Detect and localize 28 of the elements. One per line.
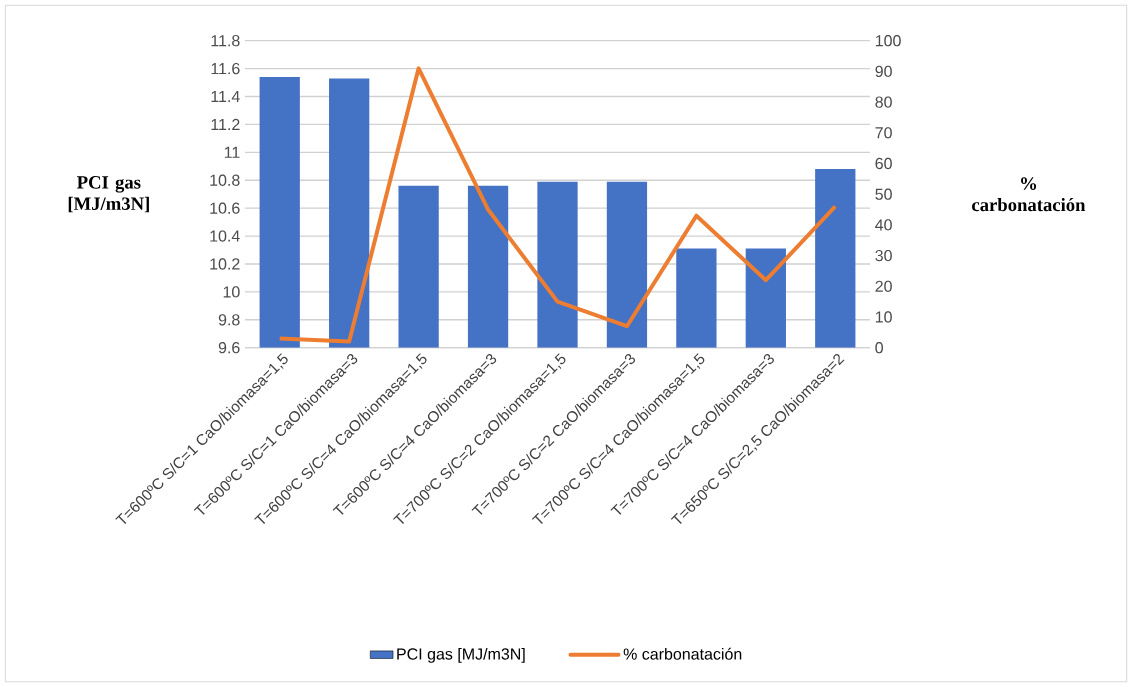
y-tick-label: 11.4 bbox=[211, 91, 240, 103]
y-tick-label: 11.2 bbox=[211, 118, 240, 131]
y-tick-label: 10.6 bbox=[210, 202, 240, 214]
y2-tick-label: 10 bbox=[875, 311, 892, 323]
y2-tick-label: 90 bbox=[875, 65, 892, 78]
line-series bbox=[277, 66, 838, 344]
y-tick-label: 10.8 bbox=[210, 174, 240, 186]
y2-tick-label: 40 bbox=[875, 219, 892, 231]
y-tick-label: 9.8 bbox=[218, 314, 240, 326]
y-tick-label: 11 bbox=[224, 146, 240, 158]
y2-tick-label: 80 bbox=[875, 96, 892, 108]
y2-tick-label: 30 bbox=[875, 249, 892, 262]
y-tick-label: 10.4 bbox=[210, 230, 240, 242]
legend-label: % carbonatación bbox=[623, 647, 742, 660]
y2-tick-label: 0 bbox=[875, 342, 883, 354]
y-tick-label: 10.2 bbox=[210, 258, 240, 270]
y2-tick-label: 60 bbox=[875, 157, 892, 170]
y2-axis-title: % carbonatación bbox=[972, 177, 1086, 212]
y-tick-label: 11.6 bbox=[211, 62, 240, 75]
y2-tick-label: 70 bbox=[875, 127, 892, 139]
y2-tick-label: 50 bbox=[875, 188, 892, 200]
y-tick-label: 11.8 bbox=[211, 35, 240, 47]
legend-label: PCI gas [MJ/m3N] bbox=[397, 647, 525, 663]
y-tick-label: 10 bbox=[223, 286, 240, 298]
y-tick-label: 9.6 bbox=[218, 342, 240, 354]
y2-tick-label: 20 bbox=[875, 280, 892, 292]
y-axis-title: PCI gas [MJ/m3N] bbox=[68, 176, 149, 213]
y2-tick-label: 100 bbox=[875, 35, 901, 47]
